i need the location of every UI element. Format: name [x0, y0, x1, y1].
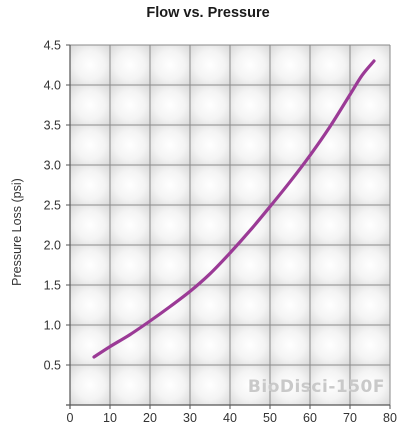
x-tick-labels: 0 10 20 30 40 50 60 70 80 [67, 405, 397, 425]
x-tick-label-6: 60 [303, 411, 317, 425]
x-tick-label-1: 10 [103, 411, 117, 425]
x-tick-label-8: 80 [383, 411, 397, 425]
y-tick-label-3: 2.0 [44, 239, 61, 253]
y-tick-label-0: 0.5 [44, 359, 61, 373]
y-tick-label-1: 1.0 [44, 319, 61, 333]
series-line-0 [92, 59, 376, 359]
chart-title: Flow vs. Pressure [146, 5, 269, 21]
x-tick-label-3: 30 [183, 411, 197, 425]
x-tick-label-7: 70 [343, 411, 357, 425]
y-axis-label: Pressure Loss (psi) [10, 178, 24, 286]
y-tick-label-2: 1.5 [44, 279, 61, 293]
y-tick-label-7: 4.0 [44, 79, 61, 93]
grid-lines [69, 44, 391, 405]
x-tick-label-2: 20 [143, 411, 157, 425]
series-layer [92, 59, 376, 359]
y-tick-label-6: 3.5 [44, 119, 61, 133]
watermark-text: BioDisci-150F [248, 377, 385, 397]
x-tick-label-4: 40 [223, 411, 237, 425]
axes [66, 45, 390, 409]
x-tick-label-0: 0 [67, 411, 74, 425]
x-tick-label-5: 50 [263, 411, 277, 425]
y-tick-label-4: 2.5 [44, 199, 61, 213]
y-tick-labels: 0.5 1.0 1.5 2.0 2.5 3.0 3.5 4.0 4.5 [44, 39, 70, 373]
y-tick-label-5: 3.0 [44, 159, 61, 173]
y-tick-label-8: 4.5 [44, 39, 61, 53]
